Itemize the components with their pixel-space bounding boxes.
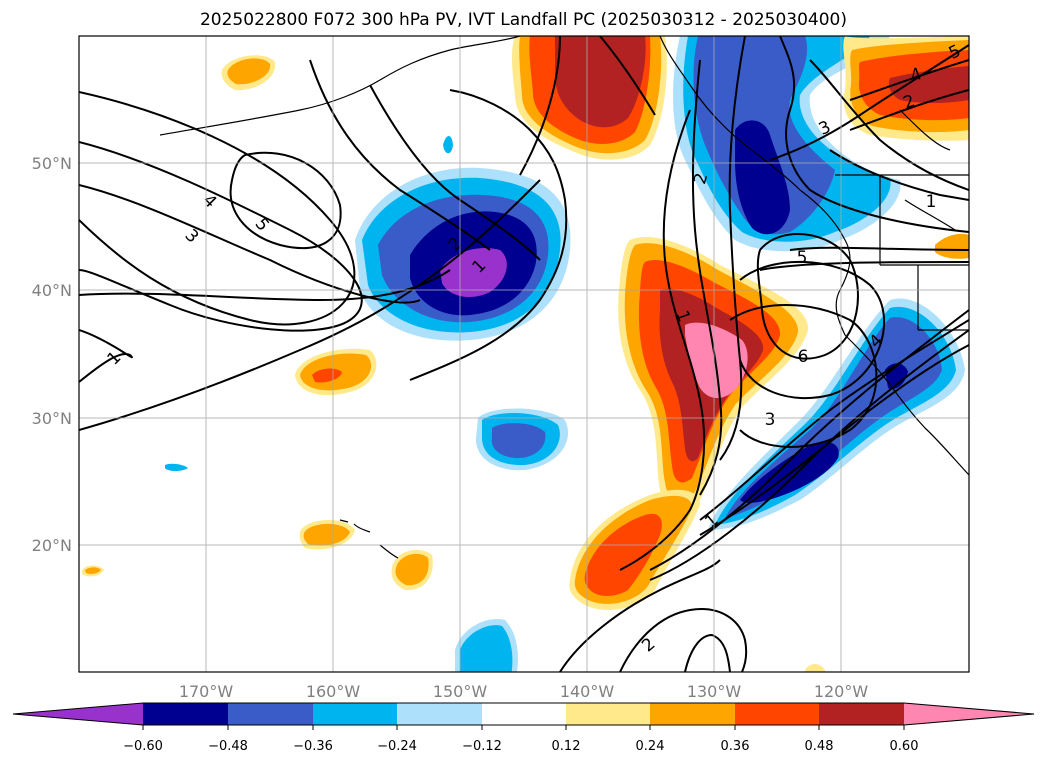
map-layers: 1 2 3 4 5 1 1 2 5 6 3 4 1 2 3 4 2 5 1 [79,36,969,672]
colorbar-segment [819,703,904,725]
lat-label-40n: 40°N [32,281,72,300]
lon-label-150w: 150°W [433,682,488,701]
positive-anomaly-north [511,36,667,160]
colorbar-extend-min [13,703,143,725]
page-title: 2025022800 F072 300 hPa PV, IVT Landfall… [199,10,847,30]
lat-label-30n: 30°N [32,409,72,428]
contour-label: 3 [765,410,776,430]
lon-label-170w: 170°W [179,682,234,701]
positive-anomaly-south [569,489,700,610]
negative-anomaly-subtropical [475,408,569,471]
colorbar-segment [228,703,313,725]
colorbar-tick-label: 0.24 [636,739,665,754]
colorbar-tick-label: −0.24 [377,739,417,754]
lat-label-20n: 20°N [32,536,72,555]
lon-label-120w: 120°W [814,682,869,701]
gridlines [79,36,969,672]
colorbar-tick-label: 0.36 [721,739,750,754]
map-frame [78,35,970,673]
colorbar: −0.60 −0.48 −0.36 −0.24 −0.12 0.12 0.24 … [12,702,1035,754]
negative-anomaly-south [455,619,518,672]
contour-label: 5 [797,248,808,268]
colorbar-tick-label: 0.12 [552,739,581,754]
contour-label: 1 [926,192,937,212]
colorbar-tick-label: −0.60 [123,739,163,754]
longitude-labels: 170°W 160°W 150°W 140°W 130°W 120°W [179,682,869,701]
colorbar-segment [482,703,566,725]
ivt-contours [79,36,969,672]
coastlines [159,36,969,559]
latitude-labels: 50°N 40°N 30°N 20°N [32,154,72,555]
colorbar-segment [650,703,735,725]
lon-label-140w: 140°W [560,682,615,701]
colorbar-segment [735,703,819,725]
colorbar-tick-labels: −0.60 −0.48 −0.36 −0.24 −0.12 0.12 0.24 … [123,739,918,754]
lon-label-130w: 130°W [687,682,742,701]
colorbar-segment [313,703,397,725]
colorbar-tick-label: −0.36 [293,739,333,754]
colorbar-tick-label: −0.48 [208,739,248,754]
negative-anomaly-small [443,136,453,154]
colorbar-segment [566,703,650,725]
colorbar-segment [143,703,228,725]
lon-label-160w: 160°W [306,682,361,701]
colorbar-extend-max [904,703,1034,725]
contour-label: 2 [690,171,712,187]
colorbar-tick-label: 0.48 [805,739,834,754]
colorbar-tick-label: 0.60 [890,739,919,754]
map-background [79,36,969,672]
contour-label: 6 [798,347,809,367]
colorbar-ticks [142,725,905,730]
lat-label-50n: 50°N [32,154,72,173]
negative-anomaly-tiny [165,463,188,471]
colorbar-tick-label: −0.12 [462,739,502,754]
colorbar-segment [397,703,482,725]
